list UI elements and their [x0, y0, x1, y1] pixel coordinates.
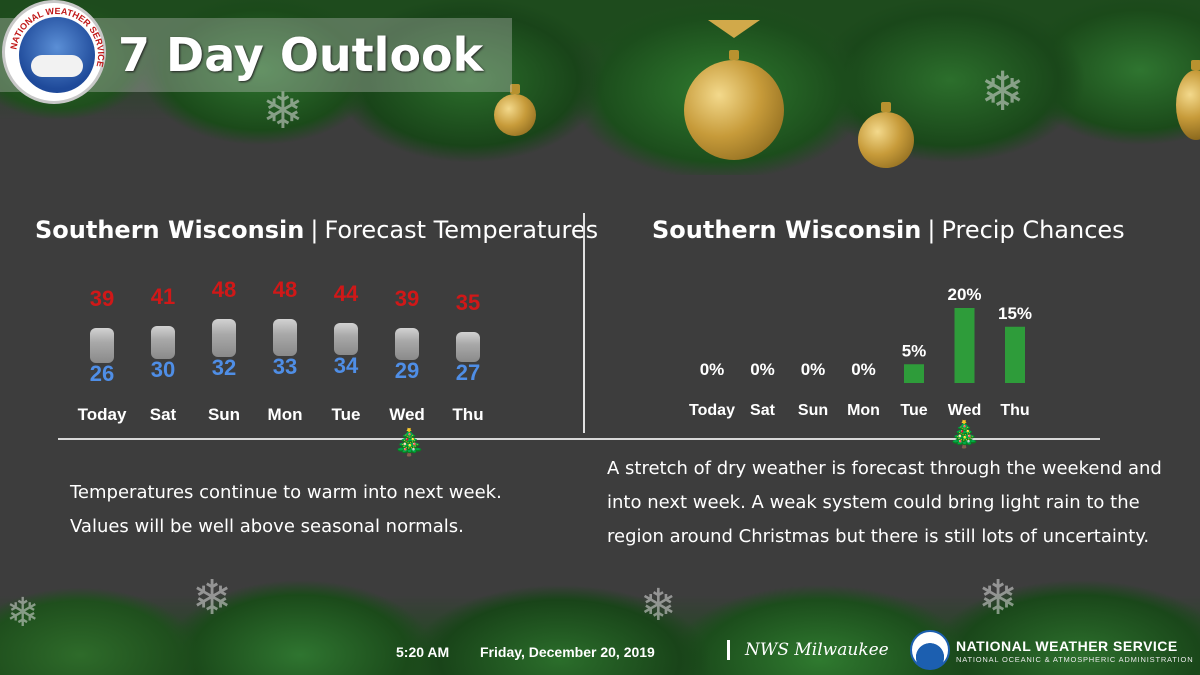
nws-logo-ring: NATIONAL WEATHER SERVICE	[8, 6, 106, 68]
temps-description-line: Temperatures continue to warm into next …	[70, 482, 502, 503]
precip-description-line: A stretch of dry weather is forecast thr…	[607, 458, 1162, 479]
temp-high-label: 35	[455, 290, 481, 315]
temps-description-line: Values will be well above seasonal norma…	[70, 516, 464, 537]
precip-description-line: into next week. A weak system could brin…	[607, 492, 1140, 513]
gold-ornament	[684, 60, 784, 160]
temp-day-label: Today	[77, 405, 127, 424]
precip-day-label: Wed	[948, 402, 981, 419]
nws-logo-text: NATIONAL WEATHER SERVICE	[8, 6, 106, 68]
temp-day-label: Sun	[207, 405, 241, 424]
precip-value-label: 15%	[998, 304, 1032, 323]
precip-day-label: Mon	[847, 402, 880, 419]
christmas-tree-icon: 🎄	[948, 420, 981, 450]
temp-low-label: 27	[455, 360, 481, 385]
snowflake-icon: ❄	[6, 590, 40, 636]
temp-high-label: 39	[89, 286, 115, 311]
footer-time: 5:20 AM	[396, 644, 450, 660]
temp-day-label: Mon	[267, 405, 303, 424]
snowflake-icon: ❄	[640, 580, 677, 631]
temp-day-label: Thu	[452, 405, 484, 424]
temp-low-label: 32	[211, 355, 237, 380]
precip-day-label: Thu	[1000, 402, 1029, 419]
temp-range-bar	[212, 319, 236, 357]
page-title: 7 Day Outlook	[118, 28, 484, 82]
footer-agency-sub: NATIONAL OCEANIC & ATMOSPHERIC ADMINISTR…	[956, 655, 1194, 664]
precip-value-label: 0%	[851, 360, 876, 379]
precip-value-label: 0%	[801, 360, 826, 379]
temp-range-bar	[456, 332, 480, 362]
gold-ornament	[1176, 70, 1200, 140]
temp-range-bar	[273, 319, 297, 356]
precip-value-label: 20%	[947, 285, 981, 304]
temp-high-label: 48	[272, 277, 298, 302]
footer-agency: NATIONAL WEATHER SERVICE	[956, 638, 1178, 654]
horizontal-divider	[58, 438, 1100, 440]
precip-day-label: Tue	[900, 402, 927, 419]
precip-description-line: region around Christmas but there is sti…	[607, 526, 1150, 547]
precip-bar	[904, 364, 924, 383]
temp-high-label: 39	[394, 286, 420, 311]
precip-region: Southern Wisconsin	[652, 216, 922, 244]
temp-high-label: 48	[211, 277, 237, 302]
precip-heading-separator: |	[927, 216, 936, 244]
footer-separator	[727, 640, 730, 660]
temp-range-bar	[334, 323, 358, 355]
temp-low-label: 30	[150, 357, 176, 382]
temp-high-label: 44	[333, 281, 359, 306]
temps-heading: Southern Wisconsin | Forecast Temperatures	[35, 216, 598, 244]
snowflake-icon: ❄	[262, 82, 304, 140]
precip-day-label: Sun	[798, 402, 828, 419]
precip-bar	[1005, 326, 1025, 383]
snowflake-icon: ❄	[980, 60, 1026, 123]
precip-bar	[954, 308, 975, 383]
precip-value-label: 0%	[700, 360, 725, 379]
temps-region: Southern Wisconsin	[35, 216, 305, 244]
temp-day-label: Tue	[331, 405, 361, 424]
precip-chart: 0% Today 0% Sat 0% Sun 0% Mon 5% Tue 20% Wed 15% Thu	[689, 285, 1032, 419]
temp-high-label: 41	[150, 284, 176, 309]
footer-date: Friday, December 20, 2019	[480, 644, 655, 660]
temps-heading-separator: |	[310, 216, 319, 244]
temps-section: Forecast Temperatures	[324, 216, 599, 244]
precip-value-label: 5%	[902, 341, 927, 360]
temp-low-label: 29	[394, 358, 420, 383]
temp-range-bar	[151, 326, 175, 359]
footer-office: NWS Milwaukee	[745, 640, 889, 660]
precip-heading: Southern Wisconsin | Precip Chances	[652, 216, 1125, 244]
gold-ornament	[494, 94, 536, 136]
christmas-tree-icon: 🎄	[393, 428, 426, 458]
snowflake-icon: ❄	[192, 570, 233, 626]
temp-range-bar	[90, 328, 114, 363]
precip-value-label: 0%	[750, 360, 775, 379]
temp-range-bar	[395, 328, 419, 360]
svg-text:NATIONAL WEATHER SERVICE: NATIONAL WEATHER SERVICE	[8, 6, 106, 68]
precip-day-label: Sat	[750, 402, 776, 419]
gold-ornament	[858, 112, 914, 168]
nws-logo-emblem	[19, 17, 95, 93]
snowflake-icon: ❄	[978, 570, 1019, 626]
precip-day-label: Today	[689, 402, 735, 419]
nws-logo: NATIONAL WEATHER SERVICE	[2, 0, 106, 104]
temp-low-label: 33	[272, 354, 298, 379]
vertical-divider	[583, 213, 585, 433]
temps-description: Temperatures continue to warm into next …	[70, 476, 502, 544]
temp-low-label: 26	[89, 361, 115, 386]
temp-day-label: Wed	[389, 405, 425, 424]
temp-day-label: Sat	[149, 405, 177, 424]
precip-section: Precip Chances	[941, 216, 1125, 244]
precip-description: A stretch of dry weather is forecast thr…	[607, 452, 1162, 554]
ornament-bow	[708, 20, 760, 38]
noaa-logo	[910, 630, 950, 670]
temp-low-label: 34	[333, 353, 359, 378]
